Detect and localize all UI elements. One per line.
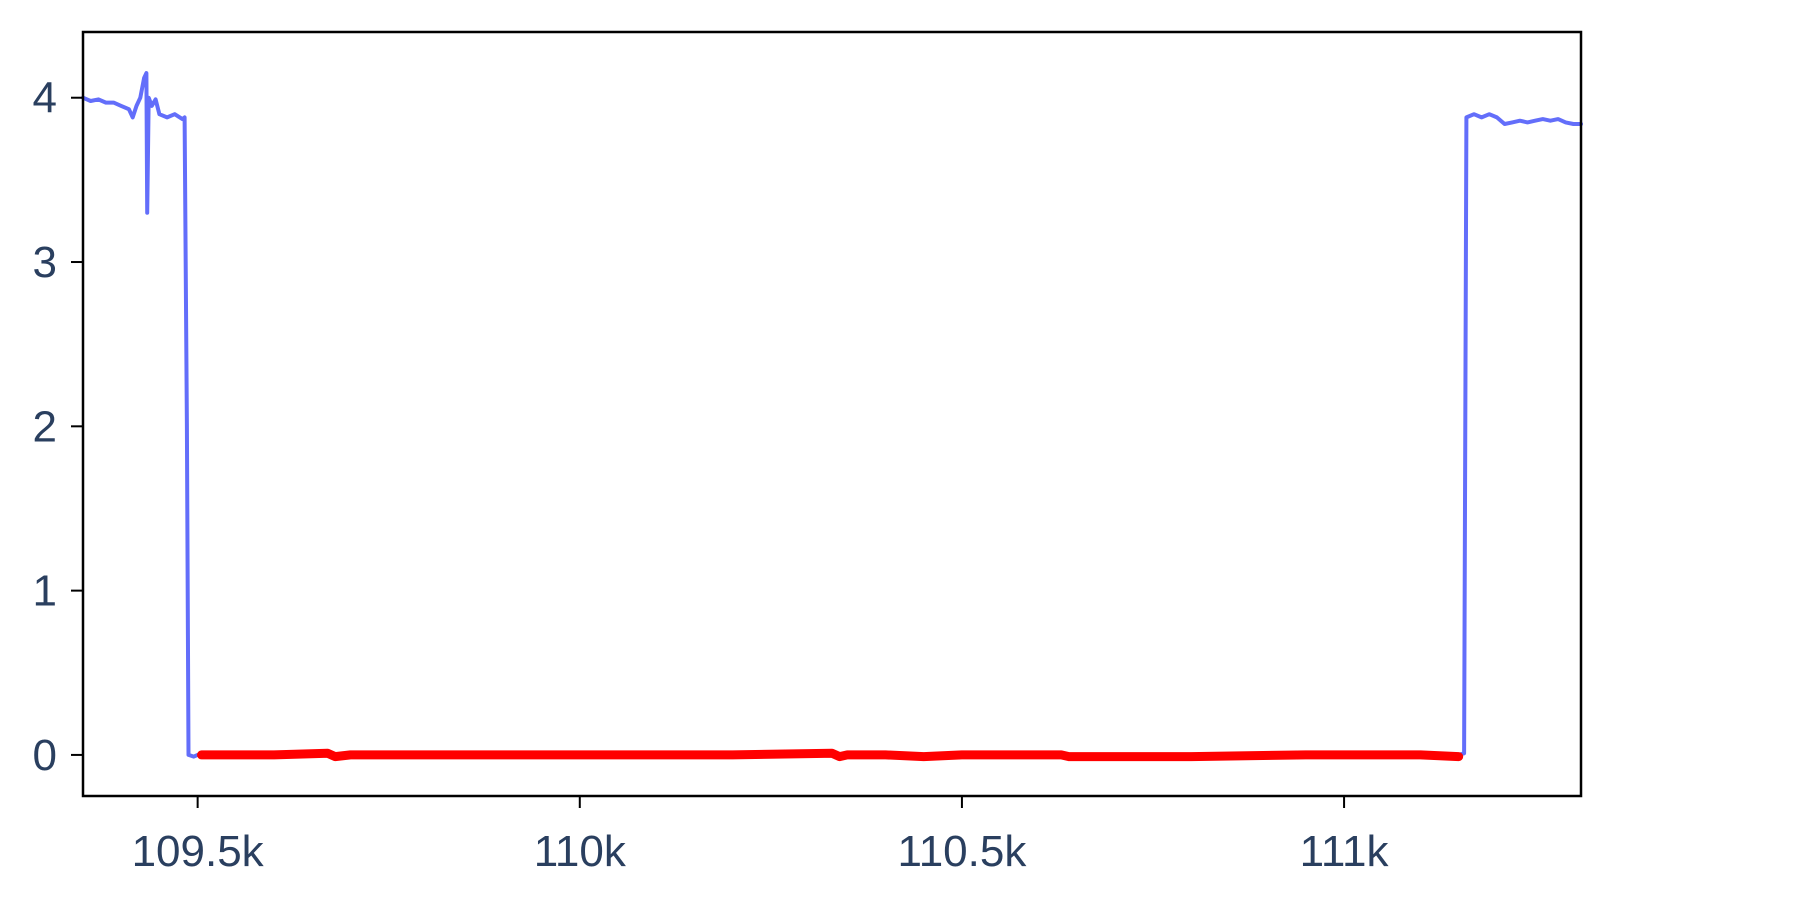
x-tick-label: 109.5k	[132, 827, 265, 876]
y-tick-label: 4	[33, 74, 57, 123]
x-axis: 109.5k 110k 110.5k 111k	[132, 796, 1390, 876]
plot-area	[83, 32, 1581, 796]
x-tick-label: 110.5k	[898, 827, 1028, 876]
series-line-2	[197, 748, 1464, 762]
series-layer	[81, 71, 1583, 762]
y-tick-label: 3	[33, 238, 57, 287]
y-tick-label: 1	[33, 567, 57, 616]
y-tick-label: 2	[33, 402, 57, 451]
y-tick-label: 0	[33, 731, 57, 780]
series-line-1	[81, 71, 1583, 759]
y-axis: 0 1 2 3 4	[33, 74, 83, 780]
x-tick-label: 111k	[1300, 827, 1390, 876]
x-tick-label: 110k	[534, 827, 627, 876]
plot-frame	[81, 30, 1583, 798]
